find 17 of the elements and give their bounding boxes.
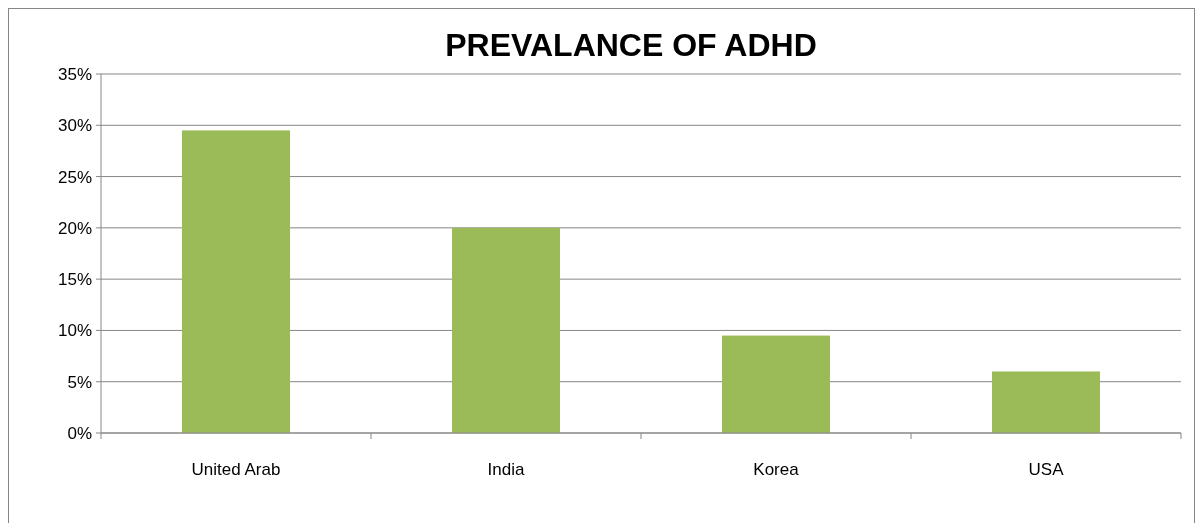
- y-tick-label: 35%: [57, 64, 92, 84]
- bar: [992, 371, 1100, 433]
- y-tick-label: 10%: [57, 321, 92, 341]
- x-tick-label: United Arab: [191, 460, 281, 479]
- y-tick-label: 25%: [57, 167, 92, 187]
- x-tick-label: Korea: [753, 460, 800, 479]
- chart-title: PREVALANCE OF ADHD: [445, 27, 817, 63]
- y-tick-label: 20%: [57, 218, 92, 238]
- bar: [452, 227, 560, 433]
- x-tick-label: India: [487, 460, 525, 479]
- y-tick-label: 15%: [57, 270, 92, 290]
- y-tick-label: 0%: [67, 423, 92, 443]
- x-tick-label: USA: [1028, 460, 1065, 479]
- y-tick-label: 5%: [67, 372, 92, 392]
- bar: [722, 335, 830, 433]
- y-tick-label: 30%: [57, 116, 92, 136]
- bar: [182, 130, 290, 433]
